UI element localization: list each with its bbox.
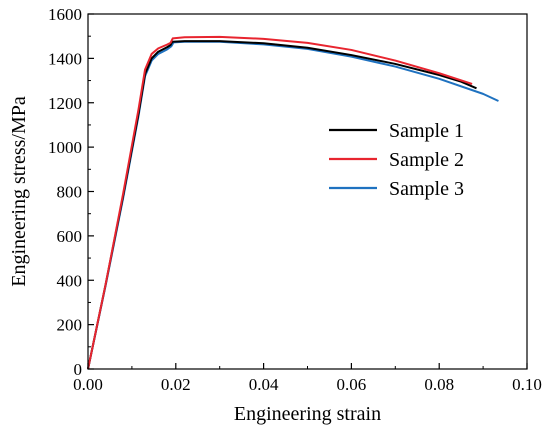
- legend-label: Sample 2: [389, 149, 464, 171]
- y-tick-label: 400: [57, 271, 83, 290]
- legend: Sample 1 Sample 2 Sample 3: [329, 120, 464, 200]
- y-tick-label: 800: [57, 183, 83, 202]
- series-line-1: [87, 40, 477, 370]
- y-tick-label: 1600: [48, 5, 82, 24]
- series-layer: [87, 35, 499, 370]
- y-axis-title: Engineering stress/MPa: [8, 96, 30, 287]
- x-axis-title: Engineering strain: [234, 403, 381, 425]
- x-tick-label: 0.00: [73, 375, 103, 394]
- legend-label: Sample 1: [389, 120, 464, 142]
- y-tick-label: 200: [57, 316, 83, 335]
- x-tick-label: 0.08: [424, 375, 454, 394]
- x-tick-label: 0.02: [161, 375, 191, 394]
- y-tick-label: 1400: [48, 49, 82, 68]
- series-line-3: [87, 40, 499, 370]
- y-tick-label: 0: [74, 360, 83, 379]
- ticks-layer: 0.00 0.02 0.04 0.06 0.08 0.10 0 200 400 600 800 100…: [48, 5, 542, 394]
- y-tick-label: 600: [57, 227, 83, 246]
- legend-label: Sample 3: [389, 178, 464, 200]
- y-tick-label: 1200: [48, 94, 82, 113]
- x-tick-label: 0.04: [249, 375, 279, 394]
- x-tick-label: 0.06: [337, 375, 367, 394]
- series-line-2: [87, 35, 473, 370]
- x-tick-label: 0.10: [512, 375, 542, 394]
- y-tick-label: 1000: [48, 138, 82, 157]
